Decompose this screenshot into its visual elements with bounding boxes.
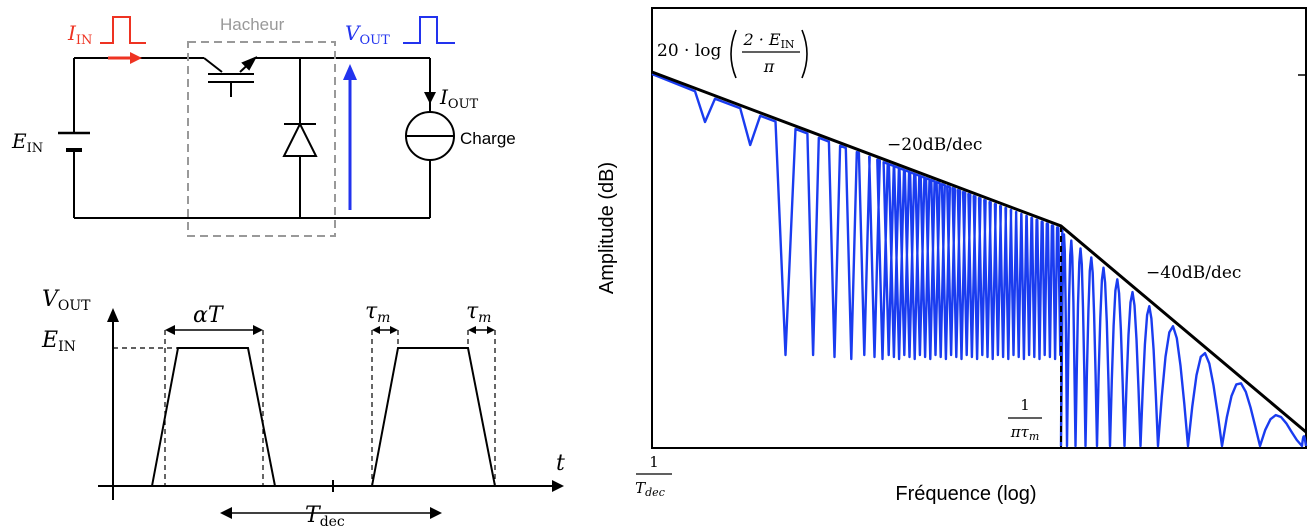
i-out-label: IOUT	[439, 85, 479, 112]
v-axis-arrow-icon	[107, 308, 119, 322]
e-in-label: EIN	[11, 129, 43, 156]
svg-text:π: π	[763, 57, 775, 76]
svg-text:Tdec: Tdec	[635, 479, 665, 499]
waveform-guides	[113, 330, 496, 486]
i-in-label: IIN	[67, 21, 92, 48]
battery-icon	[58, 131, 90, 152]
svg-text:1: 1	[649, 453, 659, 471]
alpha-t-label: αT	[193, 303, 225, 328]
t-axis-arrow-icon	[552, 480, 564, 492]
period-dimension	[220, 507, 442, 519]
v-out-label: VOUT	[345, 21, 390, 48]
t-axis-label: t	[556, 451, 565, 476]
period-label: Tdec	[305, 503, 345, 530]
v-out-arrow-icon	[343, 64, 357, 210]
pulse-1	[151, 347, 276, 487]
current-source-icon	[405, 111, 455, 161]
tau-right-dimension	[468, 326, 495, 334]
hacheur-box	[187, 41, 336, 237]
i-in-arrow-icon	[108, 52, 142, 64]
spectrum-frame	[651, 7, 1307, 449]
charge-label: Charge	[460, 129, 516, 148]
alpha-t-dimension	[165, 325, 263, 335]
waveform-axes	[98, 320, 552, 500]
pulse-2	[371, 347, 496, 487]
slope-40-label: −40dB/dec	[1146, 263, 1241, 283]
i-out-arrow-icon	[424, 62, 436, 104]
transistor-icon	[203, 55, 258, 97]
tau-right-label: τm	[466, 299, 491, 326]
corner-frequency-label: 1 πτm	[1008, 396, 1042, 443]
svg-text:2 · EIN: 2 · EIN	[742, 30, 794, 51]
i-in-pulse-icon	[100, 16, 146, 44]
amplitude-formula: 20 · log 2 · EIN π	[657, 29, 808, 79]
frequency-axis-label: Fréquence (log)	[895, 483, 1036, 505]
tau-left-dimension	[372, 326, 398, 334]
tau-left-label: τm	[365, 299, 390, 326]
hacheur-label: Hacheur	[220, 15, 285, 34]
v-out-pulse-icon	[403, 16, 455, 44]
spectrum-curve	[651, 72, 1308, 448]
svg-text:1: 1	[1020, 396, 1030, 414]
diode-icon	[282, 121, 318, 157]
amplitude-axis-label: Amplitude (dB)	[596, 162, 618, 294]
slope-20-label: −20dB/dec	[887, 135, 982, 155]
svg-text:20 · log: 20 · log	[657, 41, 722, 61]
e-in-level-label: EIN	[41, 328, 76, 355]
svg-text:πτm: πτm	[1010, 423, 1040, 443]
start-frequency-label: 1 Tdec	[635, 453, 672, 499]
v-out-axis-label: VOUT	[42, 287, 91, 314]
